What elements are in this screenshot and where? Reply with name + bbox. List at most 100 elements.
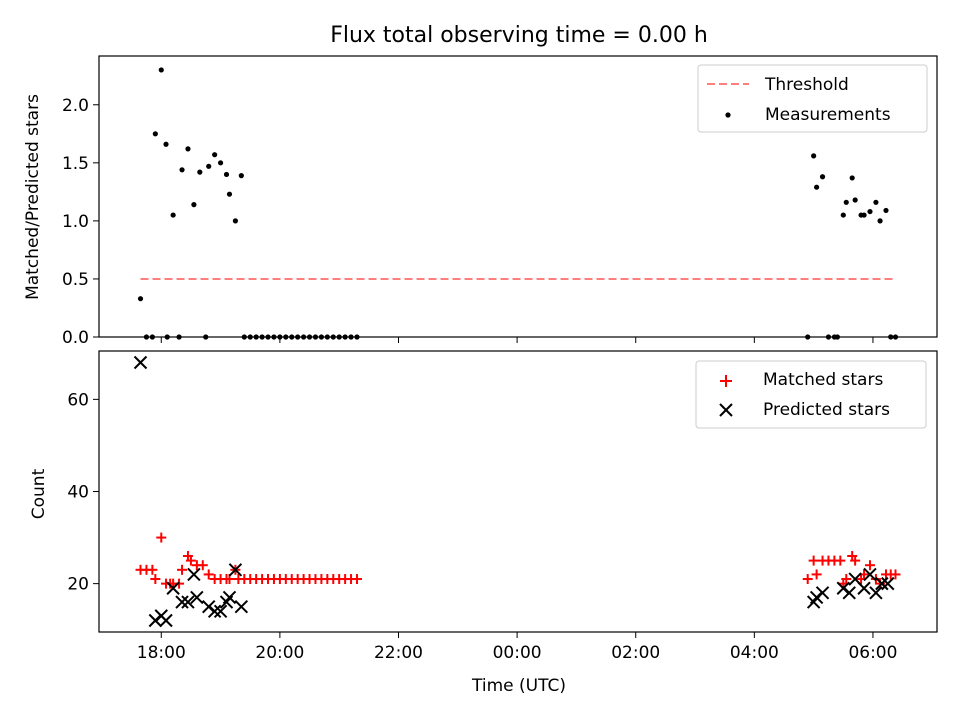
top-x-ticks: [160, 337, 874, 343]
predicted-star-x-b: [842, 586, 856, 600]
predicted-star-x-b: [857, 581, 871, 595]
matched-star-point: [808, 555, 819, 566]
top-axes-frame: [98, 55, 938, 338]
top-panel: 0.00.51.01.52.0 Matched/Predicted stars …: [23, 55, 938, 348]
predicted-star-point: [881, 576, 895, 591]
measurement-point: [849, 175, 855, 181]
measurement-point: [840, 212, 846, 218]
measurement-point: [226, 191, 233, 197]
measurement-point: [883, 207, 889, 214]
count-points-layer: [133, 355, 901, 628]
measurement-point: [861, 212, 867, 218]
measurement-point: [163, 141, 169, 147]
bottom-y-ticks: 20 40 60: [67, 390, 99, 595]
predicted-star-x-b: [881, 576, 895, 591]
bottom-x-tick-label: 00:00: [493, 643, 542, 663]
measurement-point: [197, 169, 203, 175]
matched-star-point: [203, 569, 214, 580]
matched-legend-label: Matched stars: [763, 370, 883, 390]
predicted-star-x-b: [207, 604, 222, 618]
top-y-axis-label: Matched/Predicted stars: [23, 94, 43, 300]
predicted-star-point: [842, 586, 856, 600]
matched-star-point: [351, 574, 362, 585]
bottom-panel: 20 40 60 18:00 20:00 22:00 00:00 02:00 04:00 06:…: [29, 350, 938, 696]
top-y-tick-label: 1.0: [62, 212, 89, 232]
bottom-x-tick-label: 06:00: [848, 643, 897, 663]
predicted-star-x-b: [848, 572, 862, 586]
predicted-star-x-b: [869, 586, 883, 600]
measurement-point: [185, 146, 191, 152]
measurement-point: [152, 131, 158, 137]
bottom-y-tick-label: 40: [67, 483, 89, 503]
predicted-star-x-b: [213, 604, 228, 618]
measurements-legend-label: Measurements: [765, 105, 891, 125]
matched-star-point: [150, 574, 161, 585]
predicted-star-x-b: [234, 599, 249, 614]
top-legend: Threshold Measurements: [697, 64, 928, 133]
predicted-legend-label: Predicted stars: [763, 400, 890, 420]
measurement-point: [223, 171, 230, 178]
matched-star-point: [156, 532, 167, 543]
predicted-star-point: [213, 604, 228, 618]
predicted-star-x-b: [181, 595, 195, 609]
predicted-star-x-b: [863, 567, 877, 582]
predicted-star-point: [207, 604, 222, 618]
predicted-star-x-b: [159, 613, 173, 628]
measurement-point: [217, 160, 224, 166]
threshold-legend-label: Threshold: [764, 75, 849, 95]
top-y-tick-label: 1.5: [62, 154, 89, 174]
predicted-star-point: [133, 355, 148, 370]
bottom-y-axis-label: Count: [29, 468, 49, 519]
measurement-point: [170, 212, 176, 218]
matched-star-point: [835, 555, 846, 566]
measurement-point: [137, 296, 144, 302]
matched-star-point: [177, 564, 188, 575]
matched-legend-swatch: [720, 375, 732, 387]
measurement-point: [191, 202, 197, 208]
top-y-ticks: 0.0 0.5 1.0 1.5 2.0: [62, 96, 99, 348]
bottom-legend-box: [695, 360, 927, 429]
chart-title: Flux total observing time = 0.00 h: [330, 23, 708, 48]
predicted-star-point: [875, 576, 889, 591]
predicted-star-point: [863, 567, 877, 582]
predicted-star-x-b: [133, 355, 148, 370]
x-axis-label: Time (UTC): [471, 676, 566, 696]
measurement-point: [843, 199, 849, 205]
matched-star-point: [147, 564, 158, 575]
measurement-point: [873, 199, 879, 205]
predicted-star-point: [815, 586, 830, 600]
predicted-star-point: [175, 595, 189, 609]
matched-star-point: [811, 569, 822, 580]
bottom-y-tick-label: 20: [67, 575, 89, 595]
predicted-star-point: [869, 586, 883, 600]
predicted-star-point: [159, 613, 173, 628]
matched-star-point: [185, 555, 196, 566]
matched-star-point: [841, 574, 852, 585]
predicted-legend-swatch: [719, 403, 733, 417]
measurement-point: [158, 67, 164, 73]
bottom-legend: Matched stars Predicted stars: [695, 360, 927, 429]
measurement-point: [179, 167, 185, 173]
bottom-x-ticks: 18:00 20:00 22:00 00:00 02:00 04:00 06:00: [137, 632, 897, 663]
bottom-y-tick-label: 60: [67, 390, 89, 410]
matched-star-point: [850, 555, 861, 566]
bottom-x-tick-label: 20:00: [255, 643, 304, 663]
predicted-star-point: [234, 599, 249, 614]
top-y-tick-label: 0.5: [62, 270, 89, 290]
matched-star-point: [197, 560, 208, 571]
matched-star-point: [864, 560, 875, 571]
measurement-point: [852, 197, 858, 203]
measurements-legend-swatch: [725, 112, 731, 118]
predicted-star-x-b: [222, 590, 237, 605]
top-y-tick-label: 0.0: [62, 328, 89, 348]
predicted-star-x-b: [815, 586, 830, 600]
predicted-star-x-b: [875, 576, 889, 591]
measurement-point: [212, 152, 218, 158]
top-y-tick-label: 2.0: [62, 96, 89, 116]
predicted-star-point: [228, 563, 243, 577]
top-legend-box: [697, 64, 928, 133]
matched-star-point: [875, 578, 886, 589]
predicted-star-point: [857, 581, 871, 595]
predicted-star-point: [190, 590, 204, 605]
